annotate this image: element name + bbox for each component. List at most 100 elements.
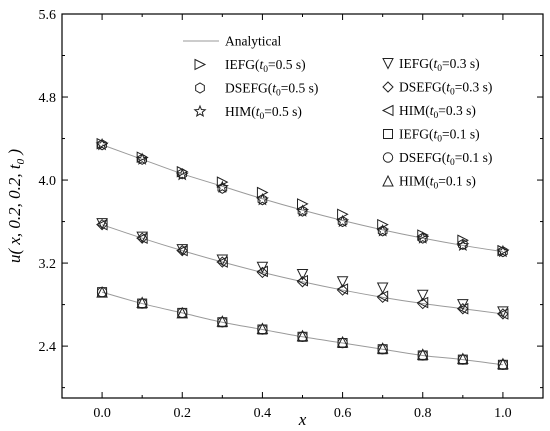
legend-label-rest: =0.5 s)	[281, 81, 319, 96]
legend-symbol-triangle-down	[382, 58, 394, 70]
legend-label-main: IEFG(	[399, 127, 434, 142]
legend-label: DSEFG(t0=0.5 s)	[225, 81, 318, 99]
legend-label-rest: =0.1 s)	[455, 150, 493, 165]
analytical-curves	[101, 144, 503, 366]
legend-symbol-triangle-up	[382, 174, 394, 187]
data-point-triangle-left	[456, 302, 469, 315]
data-point-triangle-up	[136, 296, 148, 309]
legend-label-sub: 0	[276, 89, 281, 99]
y-tick-label: 3.2	[39, 257, 57, 272]
x-tick-label: 0.0	[93, 406, 111, 421]
data-point-triangle-left	[216, 256, 228, 268]
legend-label-rest: =0.5 s)	[268, 57, 306, 72]
data-point-circle	[257, 324, 268, 335]
data-point-diamond	[96, 218, 108, 231]
legend-symbol-diamond	[382, 81, 394, 93]
data-point-triangle-up	[376, 342, 389, 354]
legend-symbol-circle	[382, 152, 394, 163]
x-tick-label: 0.4	[254, 406, 272, 421]
data-point-triangle-up	[96, 286, 108, 298]
legend-label-t: t	[430, 103, 435, 118]
legend-label-t: t	[434, 127, 439, 142]
data-point-diamond	[457, 303, 469, 315]
data-point-triangle-left	[496, 308, 509, 320]
x-tick-label: 0.6	[334, 406, 352, 421]
data-point-hexagon	[498, 246, 508, 258]
data-point-hexagon	[377, 225, 388, 237]
x-tick-label: 0.2	[174, 406, 192, 421]
legend-label: IEFG(t0=0.1 s)	[399, 127, 480, 145]
y-axis-title-main: u( x, 0.2, 0.2, t	[5, 163, 24, 263]
data-point-star	[456, 238, 470, 251]
data-point-triangle-right	[377, 218, 389, 231]
data-point-triangle-up	[296, 329, 309, 342]
data-point-triangle-up	[336, 335, 349, 348]
x-axis-title: x	[298, 410, 307, 429]
data-point-star	[135, 152, 149, 165]
legend-label-sub: 0	[437, 135, 442, 145]
legend-label-sub: 0	[434, 182, 439, 192]
data-point-circle	[337, 337, 348, 349]
data-point-triangle-left	[95, 218, 108, 231]
data-point-hexagon	[137, 153, 147, 165]
data-point-triangle-right	[297, 198, 309, 210]
data-point-triangle-right	[337, 208, 349, 221]
y-axis-title-sub: 0	[15, 158, 27, 164]
data-point-triangle-down	[336, 276, 349, 288]
data-point-triangle-left	[256, 265, 268, 278]
data-point-triangle-left	[176, 244, 188, 257]
analytical-curve	[101, 291, 503, 366]
y-axis-title-end: )	[5, 149, 24, 159]
data-point-triangle-right	[256, 186, 269, 199]
x-tick-label: 0.8	[414, 406, 432, 421]
data-point-hexagon	[177, 168, 188, 180]
legend-label-rest: =0.3 s)	[438, 103, 476, 118]
data-point-triangle-left	[376, 290, 389, 303]
legend-label: IEFG(t0=0.3 s)	[399, 56, 480, 74]
data-point-circle	[217, 317, 228, 328]
data-point-circle	[297, 331, 308, 342]
data-point-triangle-down	[376, 282, 389, 295]
legend-symbol-star	[193, 104, 207, 118]
analytical-curve	[101, 224, 503, 315]
data-point-circle	[457, 354, 469, 365]
legend-label-sub: 0	[263, 65, 268, 75]
legend-label: IEFG(t0=0.5 s)	[225, 57, 306, 75]
legend-label-t: t	[260, 57, 265, 72]
data-point-hexagon	[297, 205, 308, 217]
data-point-triangle-left	[136, 232, 148, 244]
data-point-diamond	[497, 308, 509, 320]
legend-label: HIM(t0=0.5 s)	[225, 104, 302, 122]
legend-label-main: HIM(	[399, 103, 430, 118]
data-point-star	[376, 224, 390, 237]
legend-label-sub: 0	[437, 64, 442, 74]
legend-symbol-triangle-left	[381, 104, 394, 117]
data-point-star	[175, 168, 189, 181]
legend-label-rest: =0.1 s)	[442, 127, 480, 142]
legend-label-t: t	[446, 150, 451, 165]
data-point-triangle-up	[176, 306, 189, 319]
data-point-diamond	[136, 232, 148, 244]
data-point-diamond	[176, 244, 188, 257]
legend-label: HIM(t0=0.3 s)	[399, 103, 476, 121]
data-point-hexagon	[337, 215, 348, 228]
axes: 0.0 0.2 0.4 0.6 0.8 1.0 2.4 3.2 4.0 4.8 5.6	[39, 8, 544, 421]
y-tick-label: 5.6	[39, 8, 57, 23]
data-point-star	[215, 180, 229, 193]
data-point-circle	[136, 298, 148, 309]
data-point-circle	[417, 350, 428, 361]
data-point-hexagon	[458, 238, 468, 250]
data-point-triangle-right	[216, 176, 229, 188]
x-tick-label: 1.0	[494, 406, 512, 421]
legend-label-t: t	[256, 104, 261, 119]
legend-label-sub: 0	[450, 88, 455, 98]
legend-label-main: IEFG(	[225, 57, 260, 72]
y-axis-title: u( x, 0.2, 0.2, t0 )	[5, 149, 27, 263]
data-point-triangle-left	[296, 274, 308, 287]
data-point-circle	[377, 344, 388, 355]
data-point-star	[255, 192, 269, 206]
legend-label-rest: =0.1 s)	[438, 174, 476, 189]
data-point-circle	[497, 359, 509, 370]
